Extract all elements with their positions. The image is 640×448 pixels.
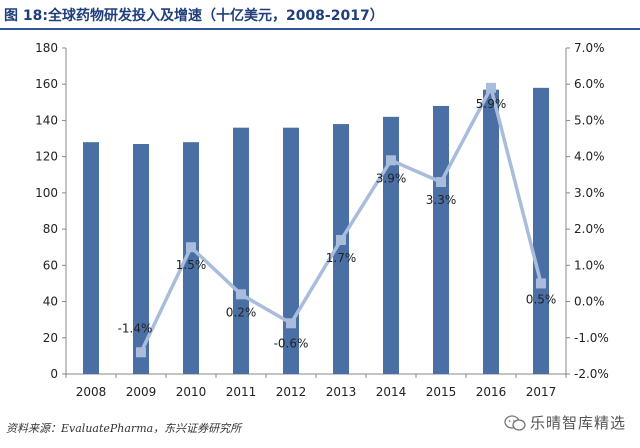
y-right-tick-label: 4.0% bbox=[574, 150, 605, 164]
growth-data-label: 3.3% bbox=[426, 193, 457, 207]
y-right-tick-label: 3.0% bbox=[574, 186, 605, 200]
growth-data-label: 0.2% bbox=[226, 305, 257, 319]
growth-data-label: -1.4% bbox=[118, 321, 153, 335]
x-tick-label: 2015 bbox=[426, 385, 457, 399]
growth-data-label: 1.7% bbox=[326, 251, 357, 265]
x-tick-label: 2016 bbox=[476, 385, 507, 399]
y-left-tick-label: 100 bbox=[35, 186, 58, 200]
y-left-tick-label: 80 bbox=[43, 222, 58, 236]
title-bar: 图 18:全球药物研发投入及增速（十亿美元，2008-2017） bbox=[0, 0, 640, 30]
source-note: 资料来源：EvaluatePharma，东兴证券研究所 bbox=[6, 422, 242, 435]
y-left-tick-label: 140 bbox=[35, 113, 58, 127]
growth-marker bbox=[136, 347, 146, 358]
y-left-tick-label: 20 bbox=[43, 331, 58, 345]
y-left-tick-label: 40 bbox=[43, 295, 58, 309]
y-right-tick-label: -1.0% bbox=[574, 331, 609, 345]
y-left-tick-label: 60 bbox=[43, 258, 58, 272]
growth-data-label: 3.9% bbox=[376, 171, 407, 185]
x-tick-label: 2014 bbox=[376, 385, 407, 399]
x-tick-label: 2011 bbox=[226, 385, 257, 399]
chart-title: 图 18:全球药物研发投入及增速（十亿美元，2008-2017） bbox=[4, 8, 384, 24]
growth-marker bbox=[386, 155, 396, 166]
y-right-tick-label: -2.0% bbox=[574, 367, 609, 381]
y-left-tick-label: 160 bbox=[35, 77, 58, 91]
x-tick-label: 2010 bbox=[176, 385, 207, 399]
growth-marker bbox=[436, 177, 446, 188]
growth-marker bbox=[336, 234, 346, 245]
bar bbox=[483, 89, 499, 375]
bar bbox=[433, 105, 449, 374]
growth-data-label: 5.9% bbox=[476, 97, 507, 111]
x-tick-label: 2008 bbox=[76, 385, 107, 399]
y-left-tick-label: 0 bbox=[50, 367, 58, 381]
growth-data-label: 0.5% bbox=[526, 292, 557, 306]
bar bbox=[533, 87, 549, 374]
x-tick-label: 2009 bbox=[126, 385, 157, 399]
bar bbox=[283, 127, 299, 374]
x-tick-label: 2012 bbox=[276, 385, 307, 399]
bar bbox=[83, 142, 99, 374]
y-right-tick-label: 7.0% bbox=[574, 41, 605, 55]
y-left-tick-label: 180 bbox=[35, 41, 58, 55]
growth-marker bbox=[486, 82, 496, 93]
y-right-tick-label: 0.0% bbox=[574, 295, 605, 309]
growth-marker bbox=[236, 289, 246, 300]
y-right-tick-label: 1.0% bbox=[574, 258, 605, 272]
growth-data-label: 1.5% bbox=[176, 258, 207, 272]
watermark: 乐晴智库精选 bbox=[504, 412, 626, 433]
bar bbox=[383, 116, 399, 375]
bar bbox=[333, 124, 349, 374]
y-right-tick-label: 2.0% bbox=[574, 222, 605, 236]
watermark-text: 乐晴智库精选 bbox=[529, 414, 626, 432]
bar bbox=[183, 142, 199, 374]
growth-marker bbox=[286, 318, 296, 329]
growth-data-label: -0.6% bbox=[274, 336, 309, 350]
bar bbox=[233, 127, 249, 374]
x-tick-label: 2013 bbox=[326, 385, 357, 399]
y-right-tick-label: 6.0% bbox=[574, 77, 605, 91]
x-tick-label: 2017 bbox=[526, 385, 557, 399]
y-left-tick-label: 120 bbox=[35, 150, 58, 164]
growth-marker bbox=[186, 242, 196, 253]
growth-marker bbox=[536, 278, 546, 289]
wechat-icon bbox=[504, 414, 526, 431]
y-right-tick-label: 5.0% bbox=[574, 113, 605, 127]
bar bbox=[133, 143, 149, 374]
